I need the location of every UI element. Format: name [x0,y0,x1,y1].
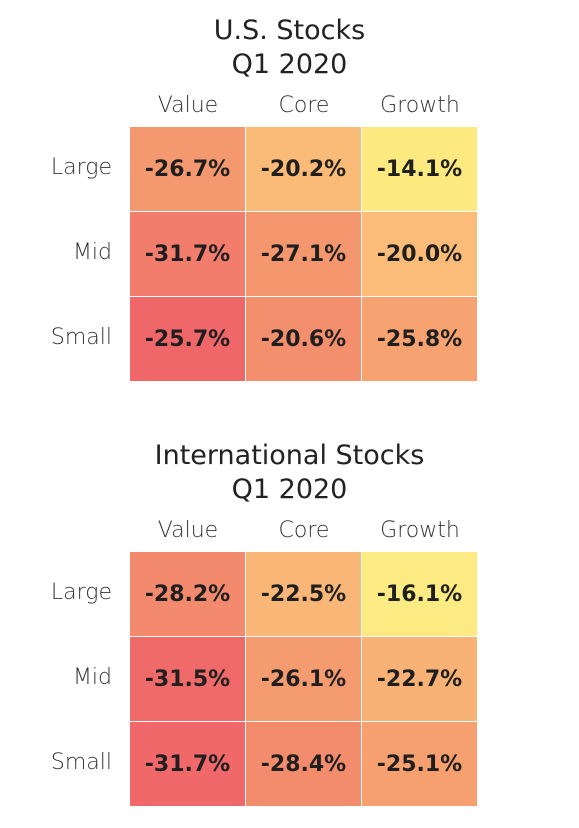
cell-large-growth: -16.1% [362,552,477,636]
chart-subtitle: Q1 2020 [231,49,348,80]
cell-mid-growth: -20.0% [362,212,477,296]
cell-large-value: -28.2% [130,552,245,636]
chart-title: U.S. Stocks Q1 2020 [0,14,579,82]
column-label-growth: Growth [380,518,460,543]
chart-title: International Stocks Q1 2020 [0,439,579,507]
cell-mid-value: -31.7% [130,212,245,296]
column-label-core: Core [278,93,330,118]
cell-small-core: -28.4% [246,722,361,806]
cell-large-core: -20.2% [246,127,361,211]
row-label-large: Large [50,580,112,605]
row-label-mid: Mid [72,240,112,265]
cell-small-core: -20.6% [246,297,361,381]
row-label-mid: Mid [72,665,112,690]
row-label-small: Small [50,750,112,775]
cell-large-value: -26.7% [130,127,245,211]
cell-mid-value: -31.5% [130,637,245,721]
chart-subtitle: Q1 2020 [231,474,348,505]
cell-mid-core: -26.1% [246,637,361,721]
column-label-growth: Growth [380,93,460,118]
column-label-value: Value [157,93,219,118]
chart-title-main: U.S. Stocks [213,15,366,46]
cell-mid-core: -27.1% [246,212,361,296]
cell-small-growth: -25.1% [362,722,477,806]
cell-large-growth: -14.1% [362,127,477,211]
row-label-large: Large [50,155,112,180]
cell-large-core: -22.5% [246,552,361,636]
column-label-core: Core [278,518,330,543]
chart-title-main: International Stocks [154,440,425,471]
cell-small-growth: -25.8% [362,297,477,381]
row-label-small: Small [50,325,112,350]
cell-mid-growth: -22.7% [362,637,477,721]
column-label-value: Value [157,518,219,543]
cell-small-value: -31.7% [130,722,245,806]
cell-small-value: -25.7% [130,297,245,381]
